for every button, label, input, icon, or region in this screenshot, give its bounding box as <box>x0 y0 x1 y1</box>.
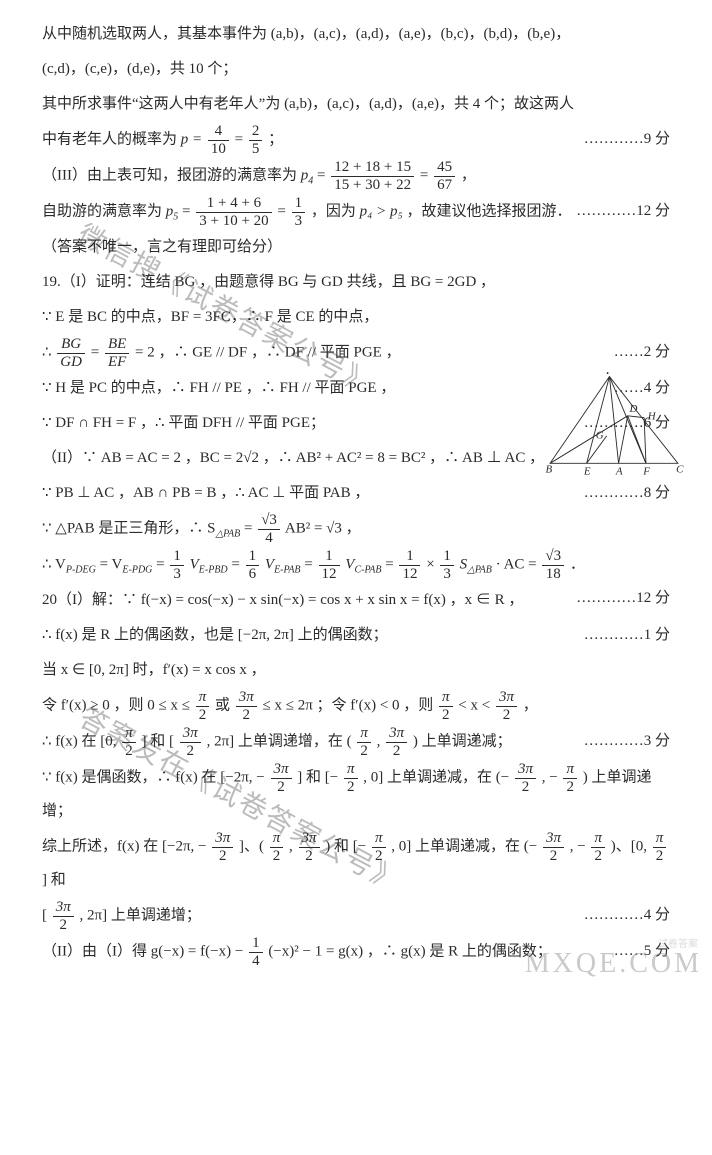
frac-p4-small: 4567 <box>434 159 455 193</box>
line-14: ∵ PB ⊥ AC ，AB ∩ PB = B ，∴ AC ⊥ 平面 PAB ， … <box>42 477 670 510</box>
l6-mid: ，因为 <box>311 203 360 219</box>
line-7: （答案不唯一，言之有理即可给分） <box>42 231 670 264</box>
l6-eq: = <box>182 203 194 219</box>
line-1: 从中随机选取两人，其基本事件为 (a,b)，(a,c)，(a,d)，(a,e)，… <box>42 18 670 51</box>
line-19: 当 x ∈ [0, 2π] 时，f′(x) = x cos x ， <box>42 654 670 687</box>
l4-suf: ； <box>268 131 283 147</box>
svg-text:B: B <box>546 463 553 475</box>
svg-text:G: G <box>596 430 604 442</box>
line-2: (c,d)，(c,e)，(d,e)，共 10 个； <box>42 53 670 86</box>
svg-text:F: F <box>642 465 650 477</box>
l6-pre: 自助游的满意率为 <box>42 203 166 219</box>
svg-text:E: E <box>583 465 591 477</box>
line-22: ∵ f(x) 是偶函数，∴ f(x) 在 [−2π, − 3π2 ] 和 [− … <box>42 761 670 828</box>
svg-text:A: A <box>615 465 623 477</box>
frac-bg-gd: BGGD <box>57 336 85 370</box>
line-23: 综上所述，f(x) 在 [−2π, − 3π2 ]、( π2 , 3π2 ) 和… <box>42 830 670 897</box>
l4-pre: 中有老年人的概率为 <box>42 131 181 147</box>
frac-p5-big: 1 + 4 + 63 + 10 + 20 <box>196 195 271 229</box>
l10-mid: = 2 ，∴ GE // DF ，∴ DF // 平面 PGE ， <box>135 344 401 360</box>
frac-p4-big: 12 + 18 + 1515 + 30 + 22 <box>331 159 414 193</box>
frac-sqrt3-4: √34 <box>258 512 280 546</box>
score-2: ……2 分 <box>614 336 670 369</box>
frac-be-ef: BEEF <box>105 336 129 370</box>
score-1: …………1 分 <box>584 619 670 652</box>
line-25: （II）由（I）得 g(−x) = f(−x) − 14 (−x)² − 1 =… <box>42 935 670 969</box>
score-8: …………8 分 <box>584 477 670 510</box>
line-15: ∵ △PAB 是正三角形，∴ S△PAB = √34 AB² = √3 ， <box>42 512 670 546</box>
line-24: [ 3π2 , 2π] 上单调递增； …………4 分 <box>42 899 670 933</box>
svg-text:C: C <box>676 463 684 475</box>
line-9: ∵ E 是 BC 的中点，BF = 3FC，∴ F 是 CE 的中点， <box>42 301 670 334</box>
frac-2-5: 25 <box>249 123 263 157</box>
score-9: …………9 分 <box>584 123 670 156</box>
line-5: （III）由上表可知，报团游的满意率为 p4 = 12 + 18 + 1515 … <box>42 159 670 193</box>
l6-suf: ，故建议他选择报团游． <box>406 203 571 219</box>
eq1: = <box>235 131 247 147</box>
score-3: …………3 分 <box>584 725 670 758</box>
l5-suf: ， <box>461 167 476 183</box>
l6-cmp: p₄ > p₅ <box>360 203 403 219</box>
frac-sqrt3-18: √318 <box>542 548 564 582</box>
l15-pre: ∵ △PAB 是正三角形，∴ S <box>42 520 215 536</box>
score-4b: …………4 分 <box>584 899 670 932</box>
frac-4-10: 410 <box>208 123 229 157</box>
frac-p5-small: 13 <box>292 195 306 229</box>
line-16: ∴ VP-DEG = VE-PDG = 13 VE-PBD = 16 VE-PA… <box>42 548 670 582</box>
line-10: ∴ BGGD = BEEF = 2 ，∴ GE // DF ，∴ DF // 平… <box>42 336 670 370</box>
line-6: 自助游的满意率为 p5 = 1 + 4 + 63 + 10 + 20 = 13 … <box>42 195 670 229</box>
l4-p: p = <box>181 131 206 147</box>
line-18: ∴ f(x) 是 R 上的偶函数，也是 [−2π, 2π] 上的偶函数； ………… <box>42 619 670 652</box>
line-20: 令 f′(x) ≥ 0 ，则 0 ≤ x ≤ π2 或 3π2 ≤ x ≤ 2π… <box>42 689 670 723</box>
line-3: 其中所求事件“这两人中有老年人”为 (a,b)，(a,c)，(a,d)，(a,e… <box>42 88 670 121</box>
score-5: ……5 分 <box>614 935 670 968</box>
l15-mid: AB² = √3 ， <box>285 520 361 536</box>
l10-pre: ∴ <box>42 344 55 360</box>
page: 微信搜《试卷答案公号》 答案发在《试卷答案公号》 从中随机选取两人，其基本事件为… <box>0 0 712 1001</box>
l5-pre: （III）由上表可知，报团游的满意率为 <box>42 167 301 183</box>
svg-text:D: D <box>629 403 638 415</box>
line-21: ∴ f(x) 在 [0, π2 ] 和 [ 3π2 , 2π] 上单调递增，在 … <box>42 725 670 759</box>
l5-eq: = <box>317 167 329 183</box>
score-12a: …………12 分 <box>576 195 670 228</box>
line-4: 中有老年人的概率为 p = 410 = 25 ； …………9 分 <box>42 123 670 157</box>
geometry-diagram: P B C E A F G D H <box>544 372 684 477</box>
line-8: 19.（I）证明：连结 BG ，由题意得 BG 与 GD 共线，且 BG = 2… <box>42 266 670 299</box>
line-17: 20（I）解：∵ f(−x) = cos(−x) − x sin(−x) = c… <box>42 584 670 617</box>
svg-text:H: H <box>647 410 657 422</box>
svg-text:P: P <box>605 372 613 377</box>
